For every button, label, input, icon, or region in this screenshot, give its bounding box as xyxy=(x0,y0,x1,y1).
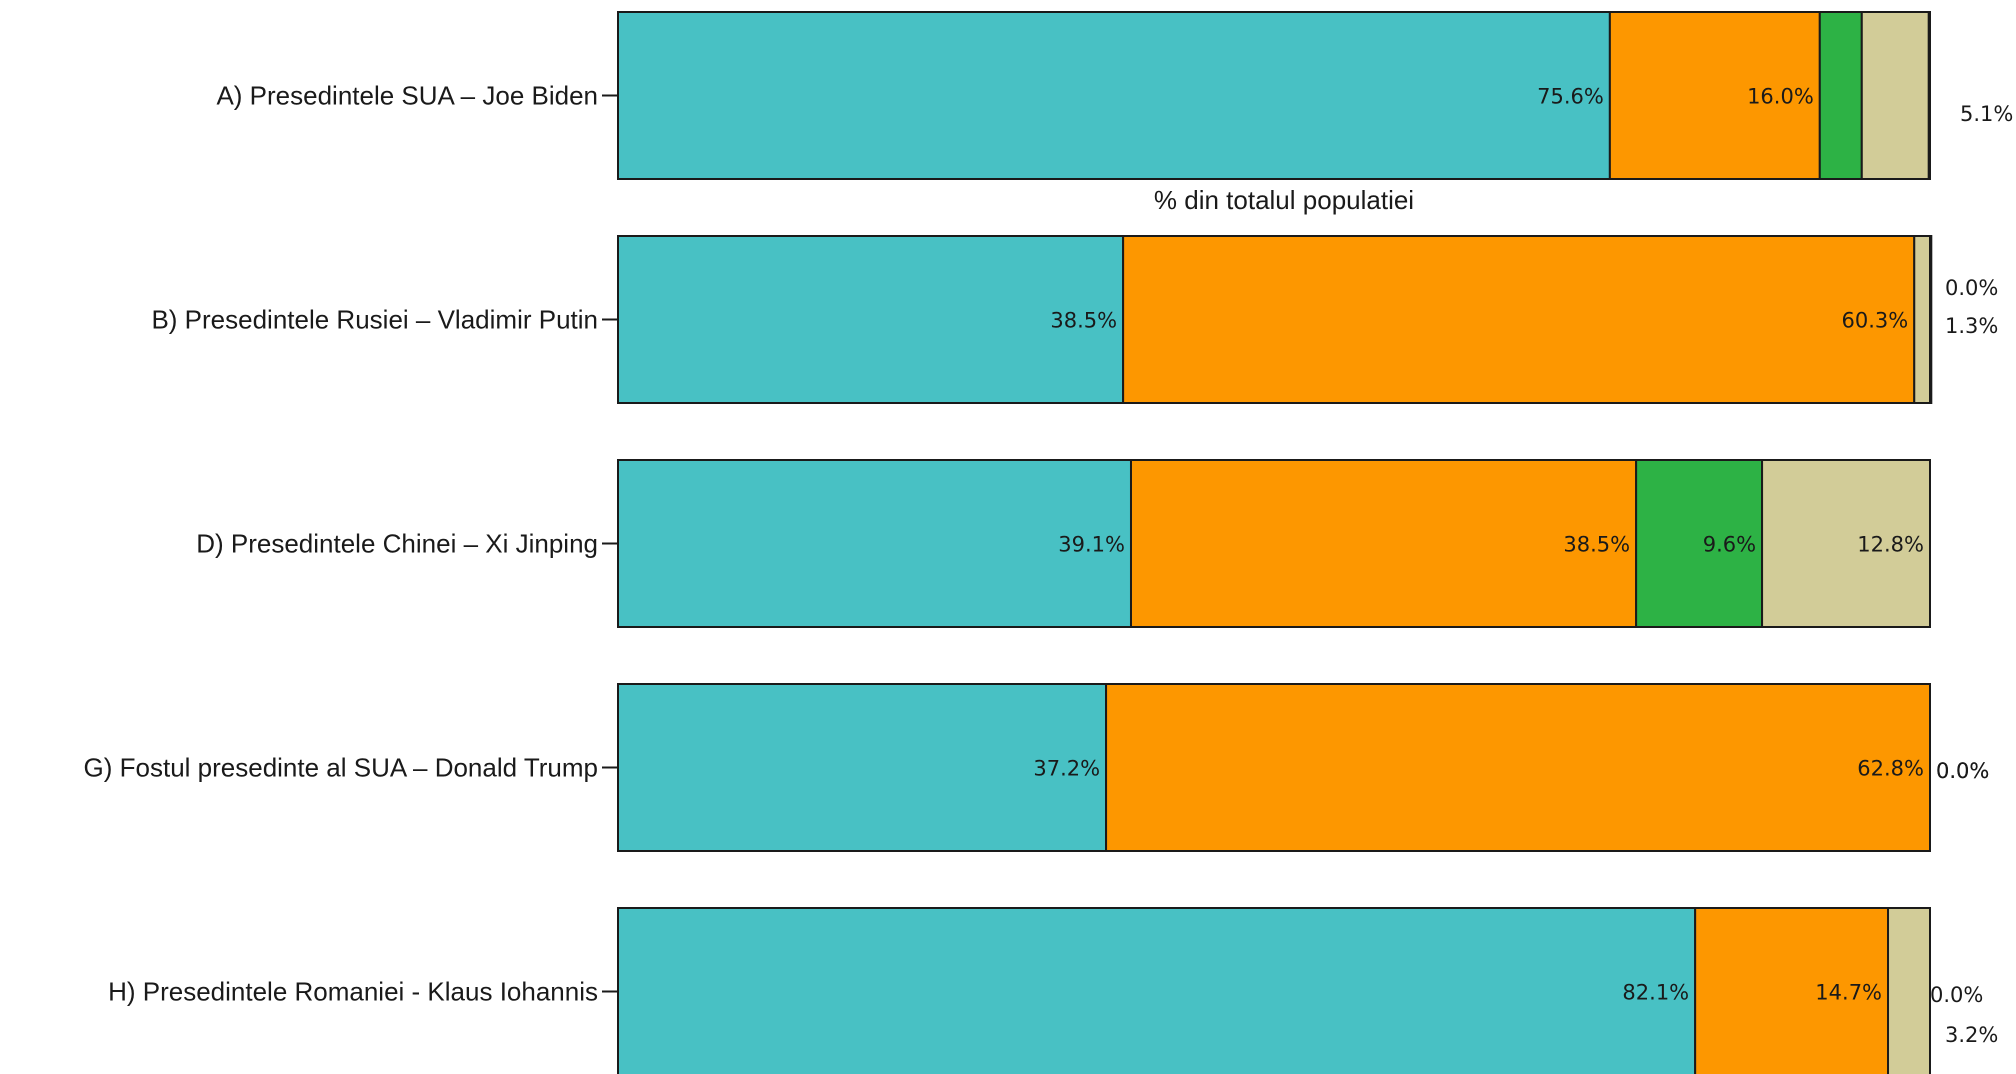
bar-segment xyxy=(1129,459,1638,628)
bar-outline xyxy=(617,459,1931,628)
bar-segment xyxy=(1635,459,1764,628)
bar-segment xyxy=(617,907,1697,1074)
category-label: B) Presedintele Rusiei – Vladimir Putin xyxy=(151,305,598,335)
data-label: 5.1% xyxy=(1960,102,2013,126)
data-label: 37.2% xyxy=(1033,757,1100,781)
bar-segment xyxy=(1105,683,1931,852)
category-label: A) Presedintele SUA – Joe Biden xyxy=(216,81,598,111)
bar-outline xyxy=(617,907,1931,1074)
data-label: 60.3% xyxy=(1842,309,1909,333)
data-label: 0.0% xyxy=(1945,276,1998,300)
category-label: G) Fostul presedinte al SUA – Donald Tru… xyxy=(84,753,598,783)
category-label: D) Presedintele Chinei – Xi Jinping xyxy=(196,529,598,559)
bar-segment xyxy=(1913,235,1933,404)
bar-segment xyxy=(1860,11,1930,180)
data-label: 75.6% xyxy=(1537,85,1604,109)
axis-title: % din totalul populatiei xyxy=(1154,185,1414,215)
data-label: 12.8% xyxy=(1857,533,1924,557)
data-label: 38.5% xyxy=(1563,533,1630,557)
bar-outline xyxy=(617,11,1931,180)
bar-segment xyxy=(1694,907,1890,1074)
data-label: 0.0% xyxy=(1936,759,1989,783)
data-label: 38.5% xyxy=(1050,309,1117,333)
bar-segment xyxy=(1818,11,1863,180)
data-label: 9.6% xyxy=(1703,533,1756,557)
bar-segment xyxy=(1887,907,1931,1074)
data-label: 14.7% xyxy=(1815,981,1882,1005)
data-label: 16.0% xyxy=(1747,85,1814,109)
data-label: 3.2% xyxy=(1945,1023,1998,1047)
data-label: 39.1% xyxy=(1058,533,1125,557)
data-label: 0.0% xyxy=(1936,759,1989,783)
bar-segment xyxy=(617,11,1611,180)
data-label: 62.8% xyxy=(1857,757,1924,781)
bar-segment xyxy=(1122,235,1916,404)
bar-segment xyxy=(617,459,1132,628)
data-label: 82.1% xyxy=(1622,981,1689,1005)
bar-outline xyxy=(617,235,1931,404)
bar-segment xyxy=(1761,459,1931,628)
data-label: 0.0% xyxy=(1930,983,1983,1007)
bar-outline xyxy=(617,683,1931,852)
data-label: 1.3% xyxy=(1945,314,1998,338)
bar-segment xyxy=(617,235,1125,404)
category-label: H) Presedintele Romaniei - Klaus Iohanni… xyxy=(108,977,598,1007)
bar-segment xyxy=(617,683,1108,852)
